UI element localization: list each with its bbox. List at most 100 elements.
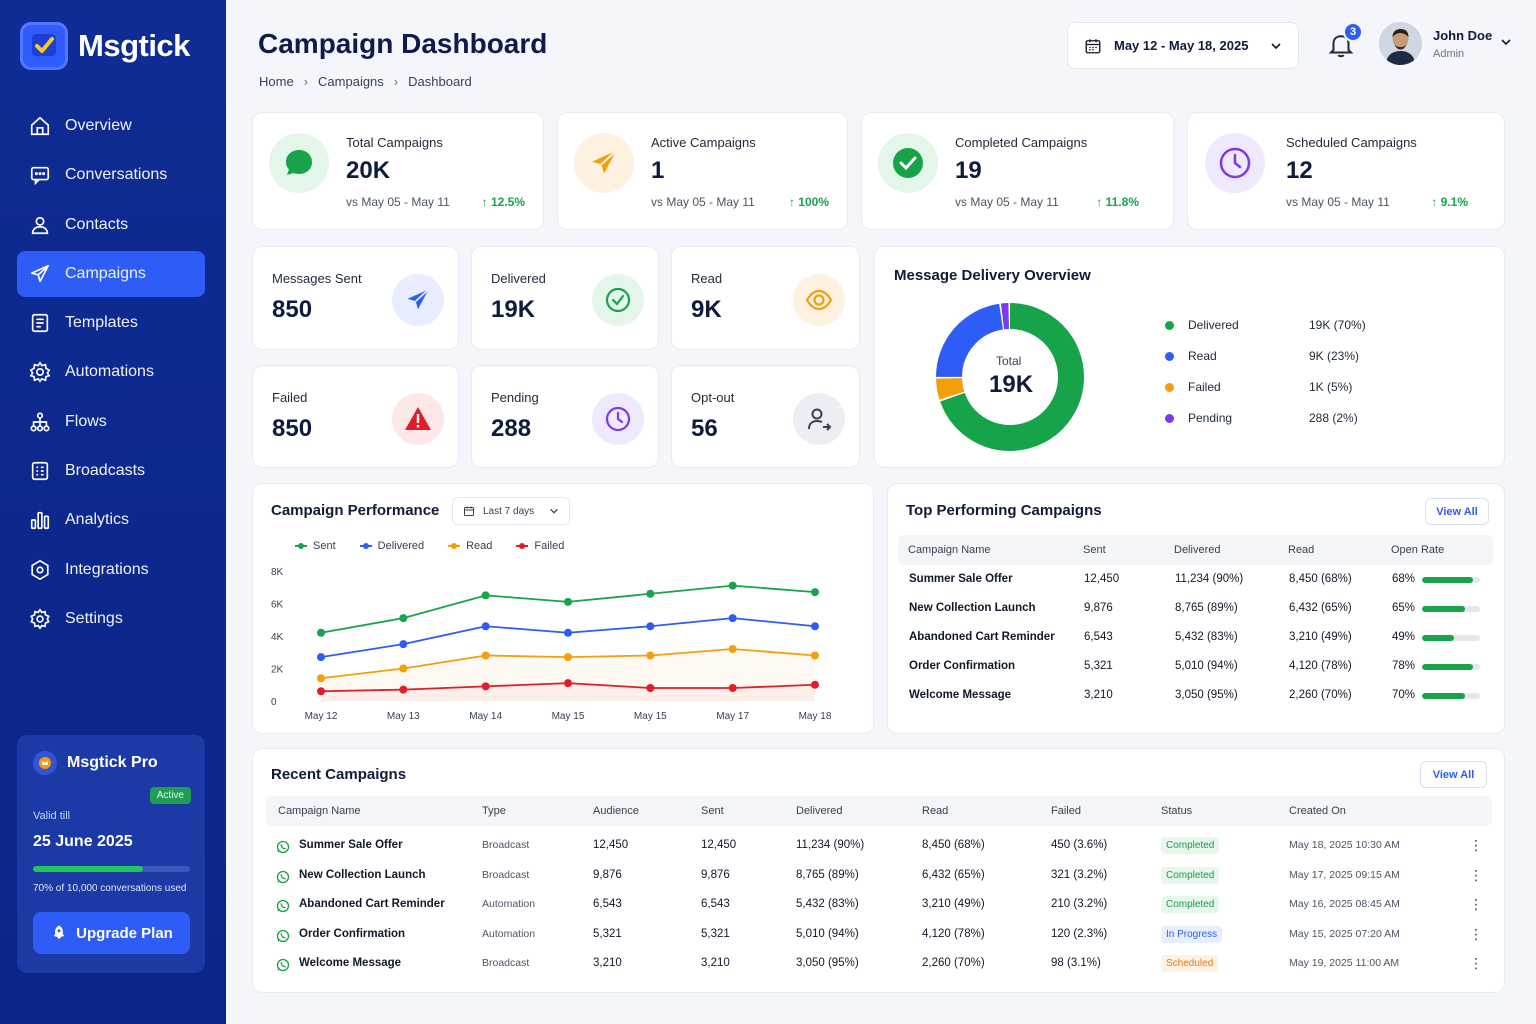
arrow-up-icon: ↑ — [1096, 195, 1106, 209]
breadcrumb-home[interactable]: Home — [259, 74, 294, 89]
status-badge: Scheduled — [1161, 955, 1219, 972]
legend-item-delivered: Delivered — [359, 540, 424, 552]
data-point-failed[interactable] — [481, 682, 490, 691]
table-header: Campaign Name Type Audience Sent Deliver… — [266, 796, 1492, 826]
sidebar-item-overview[interactable]: Overview — [17, 103, 205, 149]
sidebar-item-templates[interactable]: Templates — [17, 300, 205, 346]
data-point-sent[interactable] — [564, 597, 572, 606]
cell-read: 4,120 (78%) — [922, 927, 985, 940]
view-all-button[interactable]: View All — [1420, 761, 1487, 788]
data-point-failed[interactable] — [646, 684, 655, 692]
sidebar-item-integrations[interactable]: Integrations — [17, 547, 205, 593]
plan-usage-fill — [33, 866, 143, 872]
mini-value: 850 — [272, 296, 313, 323]
mini-card-delivered: Delivered 19K — [471, 246, 659, 350]
legend-failed: Failed 1K (5%) — [1165, 380, 1385, 394]
donut-slice-delivered[interactable] — [936, 303, 1084, 451]
sidebar-item-campaigns[interactable]: Campaigns — [17, 250, 205, 297]
data-point-sent[interactable] — [811, 588, 819, 597]
open-rate-fill — [1422, 664, 1474, 670]
view-all-button[interactable]: View All — [1425, 498, 1489, 525]
legend-label: Delivered — [1188, 318, 1239, 332]
cell-audience: 5,321 — [593, 927, 622, 940]
data-point-failed[interactable] — [399, 685, 408, 694]
cell-rate: 68% — [1392, 573, 1416, 585]
stat-compare: vs May 05 - May 11 — [1286, 195, 1390, 209]
data-point-delivered[interactable] — [728, 614, 737, 623]
chevron-down-icon[interactable] — [1500, 36, 1512, 48]
user-exit-icon — [793, 393, 845, 445]
more-options-icon[interactable]: ⋮ — [1469, 837, 1483, 853]
gear-icon — [30, 608, 50, 630]
data-point-read[interactable] — [564, 653, 572, 662]
more-options-icon[interactable]: ⋮ — [1469, 955, 1483, 971]
data-point-sent[interactable] — [399, 614, 408, 623]
column-header: Delivered — [1174, 544, 1221, 556]
cell-read: 2,260 (70%) — [922, 957, 985, 969]
sidebar-item-automations[interactable]: Automations — [17, 349, 205, 395]
cell-sent: 9,876 — [701, 868, 730, 881]
data-point-read[interactable] — [728, 645, 737, 653]
sidebar-item-settings[interactable]: Settings — [17, 596, 205, 642]
cell-failed: 210 (3.2%) — [1051, 898, 1108, 910]
data-point-delivered[interactable] — [399, 640, 408, 649]
cell-read: 4,120 (78%) — [1289, 660, 1352, 672]
date-range-picker[interactable]: May 12 - May 18, 2025 — [1067, 22, 1299, 69]
campaign-name: Summer Sale Offer — [299, 839, 403, 851]
data-point-failed[interactable] — [728, 684, 737, 692]
legend-label: Pending — [1188, 411, 1233, 425]
data-point-read[interactable] — [481, 651, 490, 660]
avatar[interactable] — [1379, 22, 1422, 65]
cell-type: Broadcast — [482, 957, 530, 969]
data-point-delivered[interactable] — [481, 622, 490, 631]
stat-change: ↑ 9.1% — [1431, 195, 1468, 209]
check-circle-icon — [592, 274, 644, 326]
y-tick-label: 2K — [271, 665, 284, 676]
arrow-up-icon: ↑ — [1431, 195, 1441, 209]
chat-bubble-icon — [269, 133, 329, 193]
stat-change: ↑ 12.5% — [481, 195, 525, 209]
x-tick-label: May 15 — [634, 711, 667, 722]
mini-card-messages-sent: Messages Sent 850 — [252, 246, 459, 350]
more-options-icon[interactable]: ⋮ — [1469, 866, 1483, 883]
sidebar-item-analytics[interactable]: Analytics — [17, 497, 205, 543]
data-point-sent[interactable] — [481, 591, 490, 600]
data-point-read[interactable] — [317, 674, 325, 683]
data-point-sent[interactable] — [646, 589, 655, 598]
cell-delivered: 5,432 (83%) — [796, 898, 859, 910]
brand-name: Msgtick — [78, 28, 190, 63]
data-point-delivered[interactable] — [564, 628, 572, 637]
data-point-delivered[interactable] — [317, 653, 325, 662]
legend-item-read: Read — [448, 540, 492, 552]
range-select[interactable]: Last 7 days — [452, 497, 570, 525]
sidebar-item-flows[interactable]: Flows — [17, 399, 205, 445]
brand[interactable]: Msgtick — [20, 22, 190, 70]
more-options-icon[interactable]: ⋮ — [1469, 896, 1483, 912]
sidebar-item-contacts[interactable]: Contacts — [17, 202, 205, 248]
data-point-failed[interactable] — [811, 680, 819, 689]
bell-icon[interactable] — [1326, 30, 1356, 60]
data-point-failed[interactable] — [564, 679, 572, 688]
upgrade-plan-button[interactable]: Upgrade Plan — [33, 912, 190, 954]
mini-value: 19K — [491, 296, 536, 323]
data-point-read[interactable] — [646, 651, 655, 660]
calendar-icon — [1085, 38, 1101, 53]
data-point-sent[interactable] — [728, 581, 737, 590]
data-point-delivered[interactable] — [646, 622, 655, 631]
breadcrumb-campaigns[interactable]: Campaigns — [318, 74, 384, 89]
campaign-name: Order Confirmation — [299, 927, 406, 940]
send-icon — [30, 264, 50, 283]
data-point-sent[interactable] — [317, 628, 325, 637]
stat-compare: vs May 05 - May 11 — [651, 195, 755, 209]
legend-dot — [1165, 320, 1174, 330]
more-options-icon[interactable]: ⋮ — [1469, 925, 1483, 942]
data-point-failed[interactable] — [317, 687, 325, 696]
data-point-read[interactable] — [811, 651, 819, 660]
breadcrumb: Home › Campaigns › Dashboard — [259, 74, 472, 89]
data-point-delivered[interactable] — [811, 622, 819, 631]
data-point-read[interactable] — [399, 664, 408, 673]
sidebar-item-broadcasts[interactable]: Broadcasts — [17, 448, 205, 494]
bar-chart-icon — [30, 512, 50, 530]
mini-label: Opt-out — [691, 390, 735, 405]
sidebar-item-conversations[interactable]: Conversations — [17, 152, 205, 198]
